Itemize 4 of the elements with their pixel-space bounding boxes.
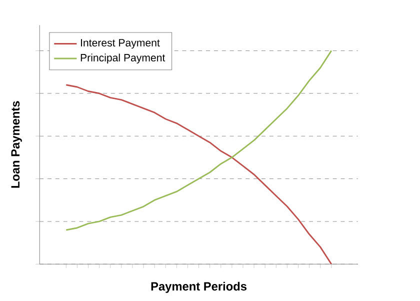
legend-label: Interest Payment <box>81 39 160 49</box>
x-axis-title: Payment Periods <box>151 282 247 293</box>
y-axis-title: Loan Payments <box>11 101 22 188</box>
legend-label: Principal Payment <box>80 54 166 64</box>
